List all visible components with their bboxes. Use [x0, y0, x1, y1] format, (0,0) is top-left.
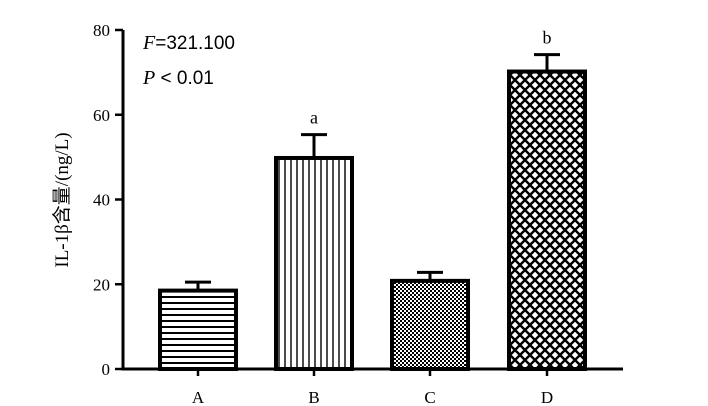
- y-tick-label: 20: [93, 275, 110, 294]
- error-bars: [185, 53, 560, 291]
- x-ticks: A B C D: [192, 369, 553, 406]
- x-tick-label: C: [424, 388, 435, 406]
- y-tick-label: 60: [93, 106, 110, 125]
- y-ticks: 0 20 40 60 80: [93, 21, 123, 379]
- bar-a: [158, 288, 238, 372]
- y-tick-label: 40: [93, 191, 110, 210]
- x-tick-label: A: [192, 388, 205, 406]
- bars: [158, 69, 587, 372]
- bar-c: [390, 278, 470, 371]
- significance-letter: a: [310, 108, 318, 128]
- significance-letter: b: [543, 28, 552, 48]
- f-statistic: F=321.100: [142, 32, 235, 54]
- x-tick-label: B: [308, 388, 319, 406]
- y-tick-label: 0: [102, 360, 111, 379]
- p-value: P < 0.01: [142, 67, 214, 89]
- y-axis-label: IL-1β含量/(ng/L): [51, 132, 73, 267]
- stats-annotation: F=321.100 P < 0.01: [142, 32, 235, 89]
- x-tick-label: D: [541, 388, 553, 406]
- significance-letters: ab: [310, 28, 552, 128]
- y-tick-label: 80: [93, 21, 110, 40]
- bar-d: [507, 69, 587, 371]
- bar-b: [274, 155, 354, 371]
